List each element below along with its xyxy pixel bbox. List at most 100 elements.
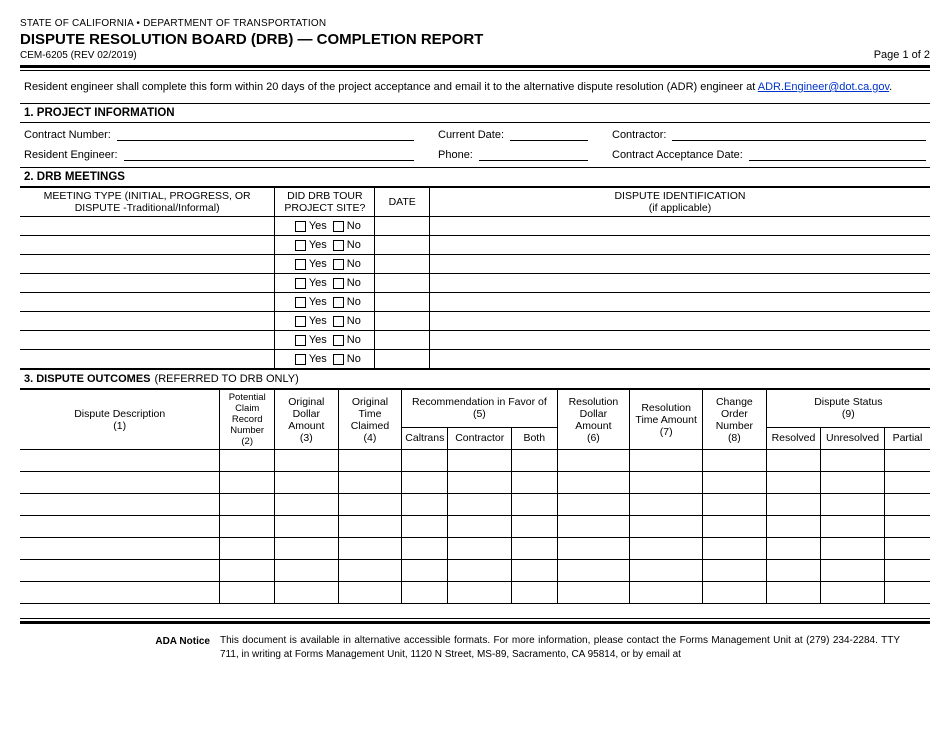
outcome-cell[interactable]	[703, 472, 767, 494]
outcome-cell[interactable]	[338, 560, 402, 582]
checkbox-no[interactable]	[333, 297, 344, 308]
outcome-cell[interactable]	[884, 516, 930, 538]
checkbox-yes[interactable]	[295, 316, 306, 327]
outcome-cell[interactable]	[402, 582, 448, 604]
outcome-cell[interactable]	[402, 516, 448, 538]
checkbox-no[interactable]	[333, 259, 344, 270]
outcome-cell[interactable]	[220, 450, 275, 472]
checkbox-yes[interactable]	[295, 354, 306, 365]
outcome-cell[interactable]	[821, 538, 885, 560]
cell-meeting-type[interactable]	[20, 312, 275, 331]
checkbox-no[interactable]	[333, 335, 344, 346]
outcome-cell[interactable]	[766, 494, 821, 516]
outcome-cell[interactable]	[630, 472, 703, 494]
outcome-cell[interactable]	[821, 472, 885, 494]
outcome-cell[interactable]	[20, 560, 220, 582]
cell-meeting-type[interactable]	[20, 350, 275, 369]
outcome-cell[interactable]	[703, 494, 767, 516]
outcome-cell[interactable]	[557, 516, 630, 538]
cell-date[interactable]	[375, 293, 430, 312]
outcome-cell[interactable]	[20, 472, 220, 494]
outcome-cell[interactable]	[338, 494, 402, 516]
outcome-cell[interactable]	[630, 582, 703, 604]
outcome-cell[interactable]	[703, 450, 767, 472]
cell-meeting-type[interactable]	[20, 236, 275, 255]
outcome-cell[interactable]	[630, 450, 703, 472]
input-contract-number[interactable]	[117, 127, 414, 141]
outcome-cell[interactable]	[703, 538, 767, 560]
cell-date[interactable]	[375, 331, 430, 350]
outcome-cell[interactable]	[274, 582, 338, 604]
outcome-cell[interactable]	[884, 538, 930, 560]
outcome-cell[interactable]	[512, 472, 557, 494]
input-contractor[interactable]	[672, 127, 926, 141]
outcome-cell[interactable]	[448, 516, 512, 538]
checkbox-yes[interactable]	[295, 335, 306, 346]
outcome-cell[interactable]	[557, 560, 630, 582]
outcome-cell[interactable]	[512, 560, 557, 582]
outcome-cell[interactable]	[884, 560, 930, 582]
outcome-cell[interactable]	[766, 472, 821, 494]
outcome-cell[interactable]	[766, 450, 821, 472]
outcome-cell[interactable]	[821, 516, 885, 538]
outcome-cell[interactable]	[274, 450, 338, 472]
outcome-cell[interactable]	[557, 538, 630, 560]
cell-meeting-type[interactable]	[20, 274, 275, 293]
outcome-cell[interactable]	[557, 450, 630, 472]
checkbox-no[interactable]	[333, 354, 344, 365]
cell-meeting-type[interactable]	[20, 255, 275, 274]
outcome-cell[interactable]	[821, 560, 885, 582]
checkbox-yes[interactable]	[295, 278, 306, 289]
outcome-cell[interactable]	[630, 538, 703, 560]
outcome-cell[interactable]	[821, 450, 885, 472]
outcome-cell[interactable]	[20, 582, 220, 604]
checkbox-yes[interactable]	[295, 259, 306, 270]
outcome-cell[interactable]	[402, 472, 448, 494]
cell-dispute-id[interactable]	[429, 236, 930, 255]
outcome-cell[interactable]	[338, 516, 402, 538]
outcome-cell[interactable]	[884, 472, 930, 494]
outcome-cell[interactable]	[630, 560, 703, 582]
adr-email-link[interactable]: ADR.Engineer@dot.ca.gov	[758, 81, 889, 93]
checkbox-no[interactable]	[333, 316, 344, 327]
outcome-cell[interactable]	[220, 538, 275, 560]
checkbox-no[interactable]	[333, 240, 344, 251]
cell-date[interactable]	[375, 274, 430, 293]
outcome-cell[interactable]	[703, 516, 767, 538]
input-phone[interactable]	[479, 147, 588, 161]
outcome-cell[interactable]	[884, 494, 930, 516]
checkbox-no[interactable]	[333, 221, 344, 232]
input-resident-engineer[interactable]	[124, 147, 414, 161]
outcome-cell[interactable]	[512, 450, 557, 472]
cell-dispute-id[interactable]	[429, 350, 930, 369]
outcome-cell[interactable]	[557, 472, 630, 494]
outcome-cell[interactable]	[703, 560, 767, 582]
input-acceptance-date[interactable]	[749, 147, 926, 161]
outcome-cell[interactable]	[884, 582, 930, 604]
outcome-cell[interactable]	[448, 494, 512, 516]
outcome-cell[interactable]	[512, 582, 557, 604]
outcome-cell[interactable]	[766, 538, 821, 560]
checkbox-yes[interactable]	[295, 221, 306, 232]
outcome-cell[interactable]	[274, 494, 338, 516]
outcome-cell[interactable]	[402, 538, 448, 560]
outcome-cell[interactable]	[402, 450, 448, 472]
cell-date[interactable]	[375, 217, 430, 236]
outcome-cell[interactable]	[274, 560, 338, 582]
outcome-cell[interactable]	[220, 516, 275, 538]
input-current-date[interactable]	[510, 127, 588, 141]
cell-date[interactable]	[375, 312, 430, 331]
outcome-cell[interactable]	[512, 494, 557, 516]
cell-dispute-id[interactable]	[429, 217, 930, 236]
outcome-cell[interactable]	[512, 538, 557, 560]
outcome-cell[interactable]	[512, 516, 557, 538]
checkbox-yes[interactable]	[295, 240, 306, 251]
cell-date[interactable]	[375, 350, 430, 369]
checkbox-no[interactable]	[333, 278, 344, 289]
cell-dispute-id[interactable]	[429, 293, 930, 312]
outcome-cell[interactable]	[766, 560, 821, 582]
outcome-cell[interactable]	[448, 538, 512, 560]
cell-meeting-type[interactable]	[20, 217, 275, 236]
outcome-cell[interactable]	[557, 494, 630, 516]
outcome-cell[interactable]	[630, 494, 703, 516]
